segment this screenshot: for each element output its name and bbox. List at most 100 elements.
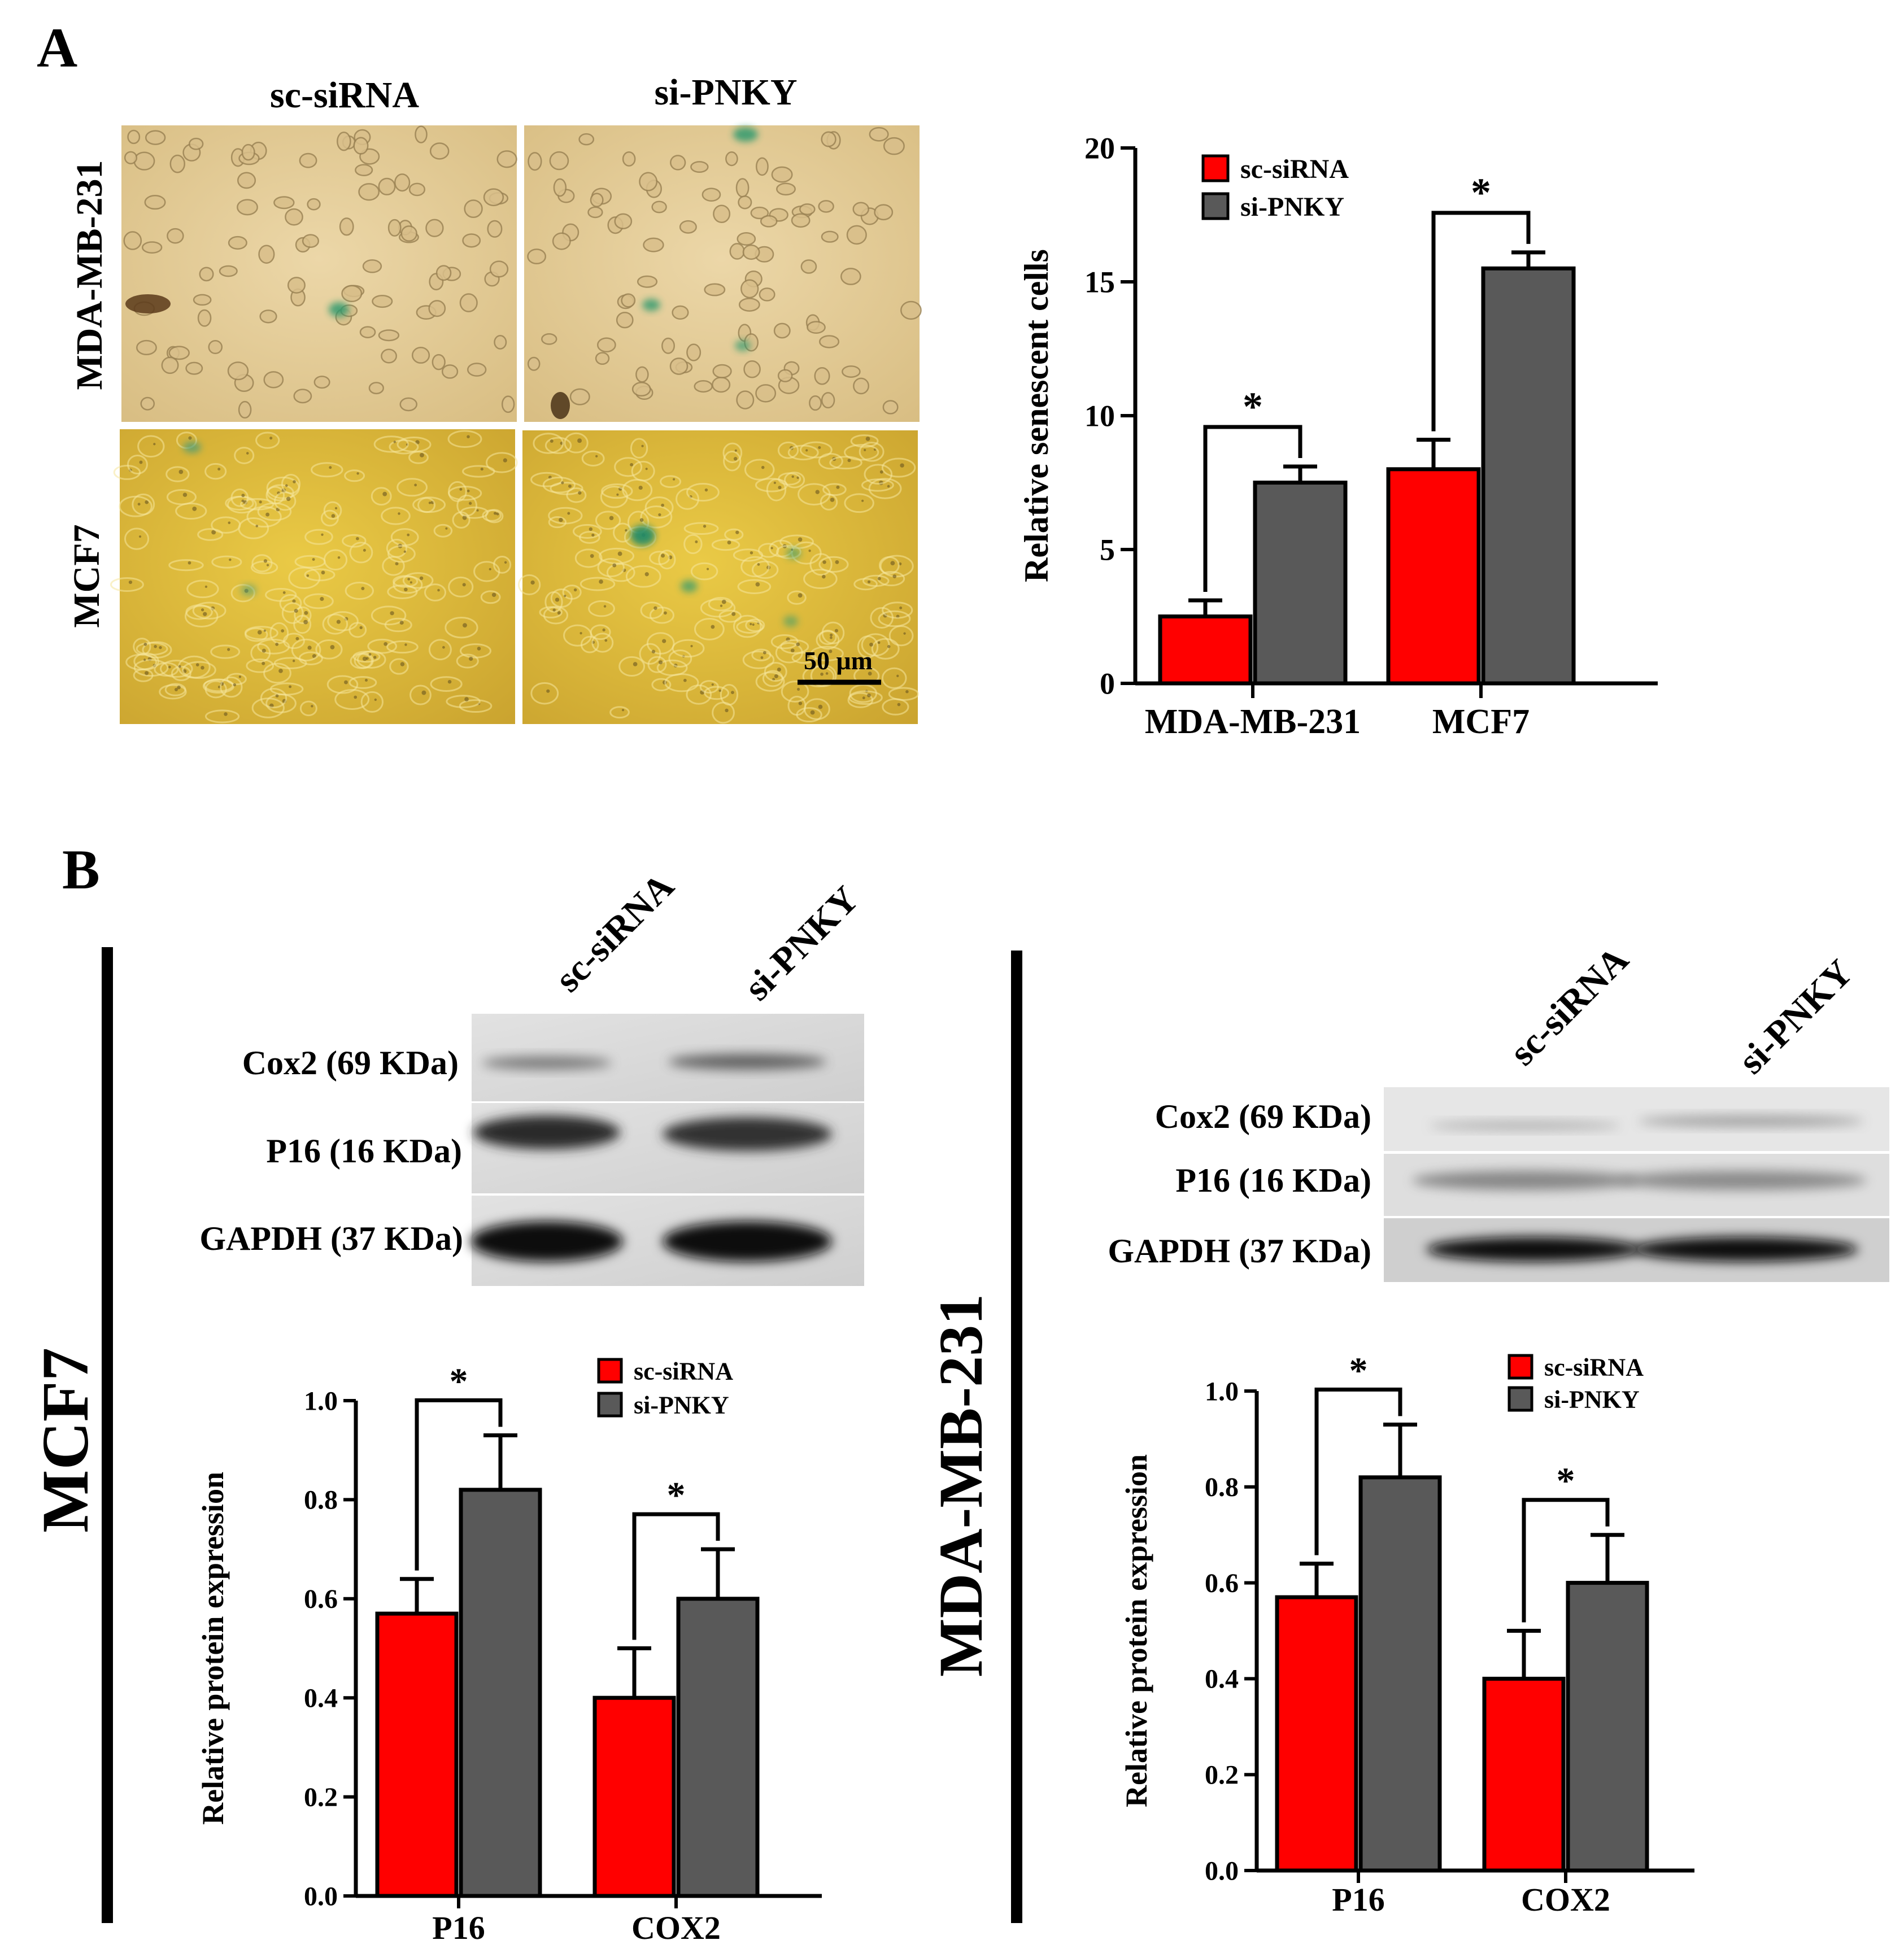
cell (387, 219, 402, 237)
cell (238, 400, 252, 419)
cell-dot (384, 642, 388, 646)
cell (378, 177, 396, 195)
cell (649, 551, 670, 565)
cell (840, 268, 861, 285)
bar (676, 1597, 760, 1898)
cell (124, 151, 138, 164)
cell (798, 483, 831, 505)
cell (160, 660, 193, 678)
cell-dot (263, 559, 268, 563)
cell-dot (731, 691, 734, 694)
cell-dot (257, 630, 262, 635)
cell (210, 644, 241, 659)
cell (415, 125, 428, 143)
cell (287, 277, 306, 294)
cell (736, 390, 755, 409)
cell-dot (664, 611, 667, 615)
cell-dot (174, 688, 178, 692)
cell-dot (577, 438, 582, 443)
cell (389, 658, 409, 675)
mda-protein-chart: 0.0 0.2 0.4 0.6 0.8 1.0 Relative protein expre… (1119, 1350, 1694, 1918)
mcf7-side-label: MCF7 (28, 1348, 102, 1533)
cell-dot (139, 460, 143, 464)
mda-blot-lane-si: si-PNKY (1731, 952, 1861, 1082)
cell (372, 294, 393, 308)
cell (204, 709, 240, 723)
cell (776, 182, 796, 196)
cell-dot (282, 591, 286, 594)
cell-dot (641, 444, 644, 447)
y-tick-label: 1.0 (1205, 1376, 1239, 1406)
cell (345, 582, 374, 600)
cell-dot (395, 562, 399, 566)
cell-dot (361, 587, 365, 590)
cell (311, 462, 343, 478)
mda-blot-lane-sc: sc-siRNA (1502, 939, 1637, 1074)
cell (501, 395, 515, 413)
cell (883, 137, 905, 155)
cell (220, 676, 243, 698)
significance-bracket (632, 1512, 720, 1640)
cell-dot (638, 485, 643, 490)
cell (367, 638, 398, 654)
cell (635, 366, 649, 383)
cell-dot (145, 500, 149, 504)
cell-dot (752, 623, 755, 626)
cell (288, 566, 321, 590)
cell (397, 478, 428, 497)
cell (595, 352, 610, 365)
cell-dot (612, 563, 617, 568)
cell-dot (720, 604, 723, 607)
cell (402, 572, 434, 589)
cell (432, 354, 446, 370)
cell (446, 695, 481, 708)
bar (375, 1611, 459, 1898)
cell (729, 243, 745, 260)
x-tick-label: COX2 (631, 1910, 721, 1940)
cell (322, 613, 348, 635)
micrograph-column-label-si: si-PNKY (655, 72, 798, 113)
cell-dot (294, 608, 298, 613)
micrograph-row-label-mcf7: MCF7 (66, 524, 107, 627)
cell (260, 687, 287, 709)
senescence-chart: 0 5 10 15 20 Relative senescent cells * MDA-MB-… (1018, 131, 1658, 741)
cell (810, 664, 837, 687)
cell (464, 199, 483, 219)
cell (781, 681, 809, 703)
cell-dot (403, 550, 407, 553)
cell (683, 534, 703, 555)
cell (386, 640, 419, 654)
cell-dot (178, 665, 181, 668)
mda-blot-row-p16: P16 (16 KDa) (1175, 1162, 1371, 1199)
cell (381, 507, 411, 525)
cell-dot (229, 558, 232, 561)
cell-dot (304, 611, 308, 615)
cell (428, 639, 452, 661)
cell (578, 133, 595, 146)
cell (686, 343, 702, 361)
cell-dot (373, 656, 377, 659)
cell-dot (421, 690, 426, 695)
cell (733, 614, 762, 638)
y-tick-label: 5 (1100, 533, 1115, 566)
cell (579, 531, 600, 544)
cell-dot (862, 696, 865, 700)
cell-dot (182, 492, 188, 497)
y-tick-label: 10 (1084, 399, 1115, 433)
cell (614, 457, 643, 477)
cell-dot (364, 678, 368, 682)
legend-swatch (597, 1392, 623, 1418)
cell (580, 577, 616, 591)
cell-dot (404, 643, 407, 646)
cell-dot (750, 551, 753, 555)
cell (144, 195, 166, 210)
cell (348, 676, 377, 689)
cell (799, 203, 816, 215)
cell (141, 241, 163, 254)
cell (640, 601, 664, 620)
cell (755, 672, 785, 692)
cell (360, 691, 384, 713)
cell (133, 659, 169, 677)
cell (770, 634, 799, 649)
mcf7-blot-row-p16: P16 (16 KDa) (266, 1132, 462, 1170)
